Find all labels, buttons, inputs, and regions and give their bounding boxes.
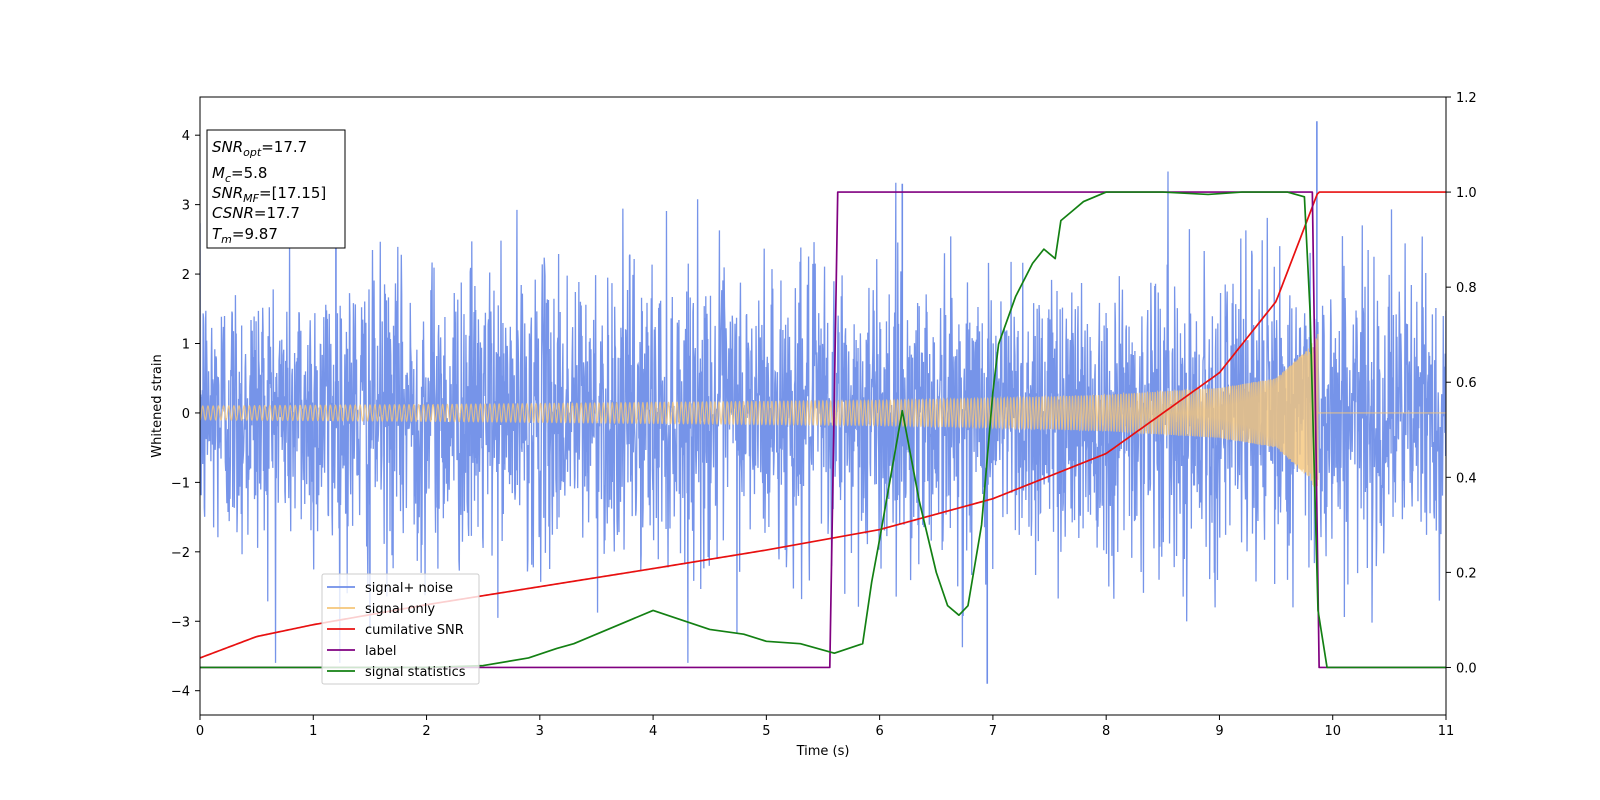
x-tick-label: 6 — [875, 724, 883, 739]
y-right-tick-label: 0.2 — [1456, 566, 1477, 581]
y-left-tick-label: 0 — [182, 407, 190, 422]
x-tick-label: 10 — [1324, 724, 1341, 739]
plot-frame — [199, 96, 1447, 716]
y-axis-title: Whitened strain — [150, 354, 165, 457]
y-left-tick-label: 4 — [182, 129, 190, 144]
y-left-tick-label: −3 — [171, 615, 190, 630]
x-tick-label: 2 — [422, 724, 430, 739]
y-left-tick-label: −2 — [171, 546, 190, 561]
y-left-tick-label: −4 — [171, 685, 190, 700]
x-tick-label: 8 — [1102, 724, 1110, 739]
y-right-tick-label: 0.6 — [1456, 376, 1477, 391]
y-right-tick-label: 0.8 — [1456, 281, 1477, 296]
info-box — [206, 129, 346, 249]
y-left-tick-label: 2 — [182, 268, 190, 283]
series-signal-only-line — [200, 333, 1446, 494]
y-right-tick-label: 0.0 — [1456, 661, 1477, 676]
legend — [321, 573, 480, 685]
info-snr-mf: SNRMF=[17.15] — [212, 184, 326, 205]
series-signal-noise-line — [200, 171, 1446, 663]
x-tick-label: 7 — [989, 724, 997, 739]
info-mc: Mc=5.8 — [212, 164, 267, 185]
y-right-tick-label: 1.2 — [1456, 91, 1477, 106]
x-tick-label: 4 — [649, 724, 657, 739]
legend-label: label — [365, 644, 396, 659]
x-tick-label: 5 — [762, 724, 770, 739]
legend-label: signal only — [365, 602, 435, 617]
x-axis-title: Time (s) — [796, 744, 850, 759]
x-tick-label: 9 — [1215, 724, 1223, 739]
series-signal-statistics-line — [200, 191, 1446, 669]
info-tm: Tm=9.87 — [212, 225, 278, 246]
info-csnr: CSNR=17.7 — [212, 204, 300, 222]
x-tick-label: 0 — [196, 724, 204, 739]
y-left-tick-label: −1 — [171, 476, 190, 491]
y-left-tick-label: 1 — [182, 338, 190, 353]
x-tick-label: 1 — [309, 724, 317, 739]
x-tick-label: 11 — [1438, 724, 1455, 739]
x-tick-label: 3 — [536, 724, 544, 739]
legend-label: cumilative SNR — [365, 623, 464, 638]
legend-label: signal statistics — [365, 665, 466, 680]
y-right-tick-label: 1.0 — [1456, 186, 1477, 201]
y-right-tick-label: 0.4 — [1456, 471, 1477, 486]
y-left-tick-label: 3 — [182, 199, 190, 214]
info-snr-opt: SNRopt=17.7 — [212, 138, 307, 159]
legend-label: signal+ noise — [365, 581, 453, 596]
